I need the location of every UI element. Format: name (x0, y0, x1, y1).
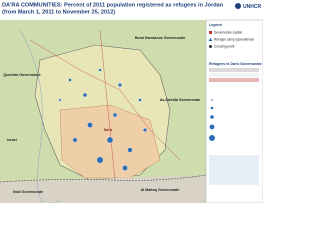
community (122, 165, 128, 171)
region-label: Irbid Governorate (13, 190, 43, 194)
legend-symbol (208, 38, 213, 41)
title: DA'RA COMMUNITIES: Percent of 2011 popul… (2, 2, 224, 8)
logo-icon (235, 3, 241, 9)
region-label: Israel (7, 138, 16, 142)
community (58, 98, 62, 102)
community-dots (58, 68, 147, 171)
size-symbol (209, 124, 215, 130)
table-row (209, 68, 259, 72)
jordan-area (0, 175, 206, 203)
community (98, 68, 102, 72)
map-page: DA'RA COMMUNITIES: Percent of 2011 popul… (0, 0, 263, 203)
community (96, 156, 104, 164)
legend-symbol (209, 31, 212, 34)
community (127, 147, 133, 153)
community (143, 128, 147, 132)
region-label: Quneitra Governorate (3, 73, 40, 77)
header-bg (0, 0, 263, 20)
legend-item: Crossing point (214, 44, 234, 48)
size-legend (209, 99, 215, 141)
table-row (209, 78, 259, 82)
community (68, 78, 72, 82)
community (82, 92, 88, 98)
community (72, 137, 78, 143)
size-symbol (211, 99, 213, 101)
road (29, 39, 181, 161)
region-label: As-Sweida Governorate (160, 98, 201, 102)
place-label: Dar'a (104, 128, 112, 132)
legend-item: Refugee camp (operational) (214, 37, 254, 41)
river (19, 29, 61, 203)
logo: UNHCR (243, 4, 261, 10)
size-symbol (210, 106, 214, 110)
region-label: Al Mafraq Governorate (141, 188, 180, 192)
border (0, 174, 207, 183)
road (99, 29, 116, 181)
community (118, 83, 122, 87)
region-label: Rural Damascus Governorate (135, 36, 186, 40)
legend-symbol (209, 45, 212, 48)
legend-item: Governorate capital (214, 30, 242, 34)
community (106, 136, 114, 144)
community (112, 112, 118, 118)
size-symbol (210, 115, 214, 119)
inset-map (209, 155, 259, 185)
community (87, 122, 93, 128)
table-row (209, 73, 259, 77)
subtitle: (from March 1, 2011 to November 25, 2012… (2, 9, 115, 15)
legend-table-title: Refugees in Dar'a Governorate (209, 62, 262, 66)
legend-title: Legend (209, 23, 222, 27)
community (138, 98, 142, 102)
size-symbol (209, 135, 215, 141)
